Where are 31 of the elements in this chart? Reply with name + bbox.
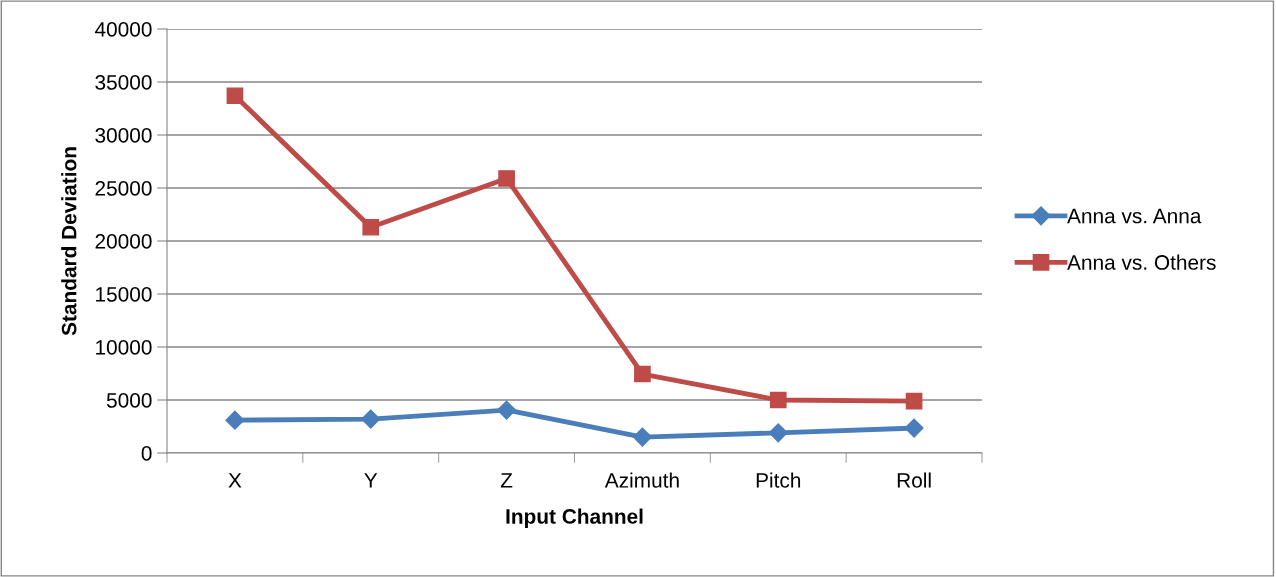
y-tick-label: 15000: [96, 287, 152, 302]
point: [769, 391, 787, 409]
y-axis-title: Standard Deviation: [61, 147, 77, 336]
point: [904, 418, 924, 438]
x-tick-label: Pitch: [756, 472, 801, 488]
y-tick-label: 10000: [96, 340, 152, 355]
point: [225, 410, 245, 430]
point: [632, 427, 652, 447]
y-tick-label: 30000: [95, 128, 152, 143]
point: [361, 409, 381, 429]
point: [226, 87, 244, 105]
x-tick-label: Azimuth: [604, 472, 679, 488]
x-tick-label: X: [228, 473, 242, 488]
y-tick-label: 0: [141, 446, 152, 461]
y-tick-label: 25000: [95, 181, 152, 196]
point: [362, 218, 380, 236]
x-tick-label: Roll: [897, 472, 931, 488]
x-axis-title: Input Channel: [506, 508, 643, 528]
y-tick-label: 5000: [106, 393, 152, 408]
x-tick-label: Z: [500, 473, 513, 488]
x-tick-label: Y: [364, 473, 378, 488]
legend-label: Anna vs. Anna: [1067, 208, 1202, 224]
y-tick-label: 40000: [94, 22, 152, 37]
point: [905, 392, 923, 410]
point: [498, 170, 515, 187]
point: [634, 365, 651, 383]
point: [768, 423, 788, 443]
y-tick-label: 35000: [95, 75, 152, 90]
y-tick-label: 20000: [95, 234, 152, 249]
legend-label: Anna vs. Others: [1067, 254, 1216, 270]
point: [497, 400, 517, 420]
